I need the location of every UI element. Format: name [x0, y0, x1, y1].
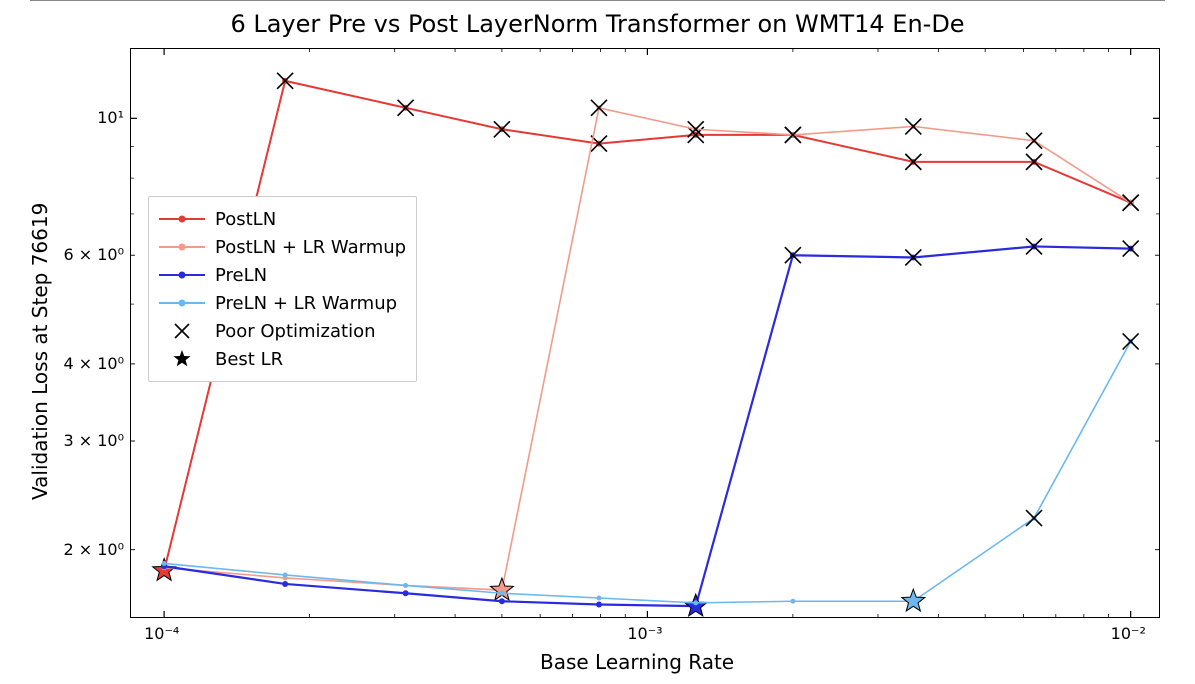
legend-item: Poor Optimization	[159, 317, 406, 345]
series-point	[283, 572, 288, 577]
y-tick-label: 3 × 10⁰	[50, 431, 124, 450]
y-tick-label: 4 × 10⁰	[50, 354, 124, 373]
series-point	[596, 596, 601, 601]
y-axis-label: Validation Loss at Step 76619	[28, 203, 52, 500]
x-tick-label: 10⁻³	[627, 624, 662, 643]
series-point	[499, 591, 504, 596]
chart-title: 6 Layer Pre vs Post LayerNorm Transforme…	[0, 10, 1195, 38]
legend-label: Best LR	[215, 349, 283, 370]
series-point	[403, 583, 408, 588]
series-point	[403, 590, 409, 596]
legend-swatch	[159, 265, 205, 285]
legend-label: PostLN	[215, 209, 276, 230]
y-tick-label: 2 × 10⁰	[50, 540, 124, 559]
legend-item: PostLN	[159, 205, 406, 233]
legend-item: PostLN + LR Warmup	[159, 233, 406, 261]
y-tick-label: 10¹	[80, 108, 124, 127]
legend-swatch	[159, 237, 205, 257]
best-lr-marker	[490, 578, 513, 600]
series-point	[693, 600, 698, 605]
legend-swatch	[159, 349, 205, 369]
legend-item: PreLN + LR Warmup	[159, 289, 406, 317]
legend-label: PreLN + LR Warmup	[215, 293, 397, 314]
series-point	[790, 599, 795, 604]
series-point	[282, 581, 288, 587]
x-tick-label: 10⁻²	[1111, 624, 1146, 643]
legend-swatch	[159, 209, 205, 229]
x-tick-label: 10⁻⁴	[144, 624, 179, 643]
legend-swatch	[159, 321, 205, 341]
legend-label: Poor Optimization	[215, 321, 376, 342]
legend: PostLN PostLN + LR Warmup PreLN PreLN + LR …	[148, 196, 417, 382]
series-point	[596, 602, 602, 608]
legend-label: PreLN	[215, 265, 267, 286]
y-tick-label: 6 × 10⁰	[50, 245, 124, 264]
legend-label: PostLN + LR Warmup	[215, 237, 406, 258]
legend-item: PreLN	[159, 261, 406, 289]
legend-item: Best LR	[159, 345, 406, 373]
series-point	[499, 598, 505, 604]
legend-swatch	[159, 293, 205, 313]
series-point	[162, 561, 167, 566]
top-divider	[30, 0, 1165, 1]
figure: 6 Layer Pre vs Post LayerNorm Transforme…	[0, 0, 1195, 684]
x-axis-label: Base Learning Rate	[540, 650, 734, 674]
best-lr-marker	[902, 589, 925, 611]
